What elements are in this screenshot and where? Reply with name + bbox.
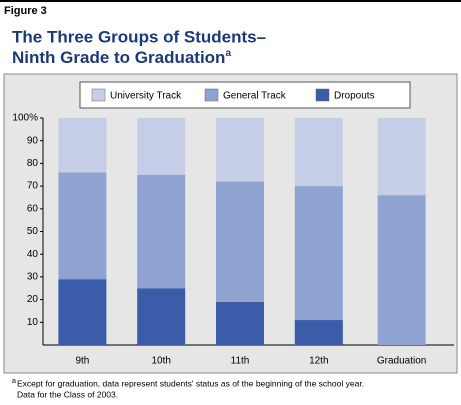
bar-segment	[216, 301, 264, 345]
y-tick-label: 70	[27, 181, 39, 192]
x-tick-label: 10th	[151, 356, 170, 367]
title-line: The Three Groups of Students–	[12, 27, 266, 46]
y-tick-label: 40	[27, 249, 39, 260]
bar-segment	[137, 288, 186, 345]
legend-label: University Track	[110, 91, 182, 102]
x-tick-label: 12th	[309, 356, 328, 367]
title-note: a	[225, 48, 231, 59]
y-tick-label: 60	[27, 203, 39, 214]
x-tick-label: Graduation	[377, 356, 426, 367]
bar-segment	[137, 118, 186, 175]
bar-segment	[58, 172, 107, 280]
legend-label: General Track	[223, 91, 287, 102]
y-tick-label: 10	[27, 317, 39, 328]
bar-segment	[58, 279, 107, 345]
y-tick-label: 80	[27, 158, 39, 169]
bar-segment	[377, 118, 426, 196]
footnote-line: Except for graduation, data represent st…	[17, 378, 364, 388]
y-tick-label: 90	[27, 135, 39, 146]
bar-segment	[216, 118, 264, 182]
bar-segment	[294, 186, 343, 321]
footnote-line: Data for the Class of 2003.	[17, 389, 118, 399]
bar-segment	[216, 181, 264, 302]
legend-box	[79, 81, 411, 109]
title-text: Ninth Grade to Graduation	[12, 48, 225, 67]
title-line: Ninth Grade to Graduationa	[12, 48, 231, 68]
footnote-marker: a	[12, 378, 16, 385]
figure-label: Figure 3	[4, 5, 47, 17]
bar-segment	[294, 320, 343, 345]
legend-swatch	[204, 88, 219, 102]
y-tick-label: 50	[27, 226, 39, 237]
legend-label: Dropouts	[334, 91, 375, 102]
x-tick-label: 11th	[231, 356, 250, 367]
bar-segment	[58, 118, 107, 173]
bar-segment	[294, 118, 343, 187]
x-tick-label: 9th	[75, 356, 89, 367]
bar-segment	[137, 174, 186, 289]
legend-swatch	[91, 88, 106, 102]
y-tick-label: 20	[27, 294, 39, 305]
legend-swatch	[315, 88, 330, 102]
bar-segment	[377, 195, 426, 345]
y-tick-label: 30	[27, 272, 39, 283]
y-tick-label: 100%	[12, 113, 38, 124]
